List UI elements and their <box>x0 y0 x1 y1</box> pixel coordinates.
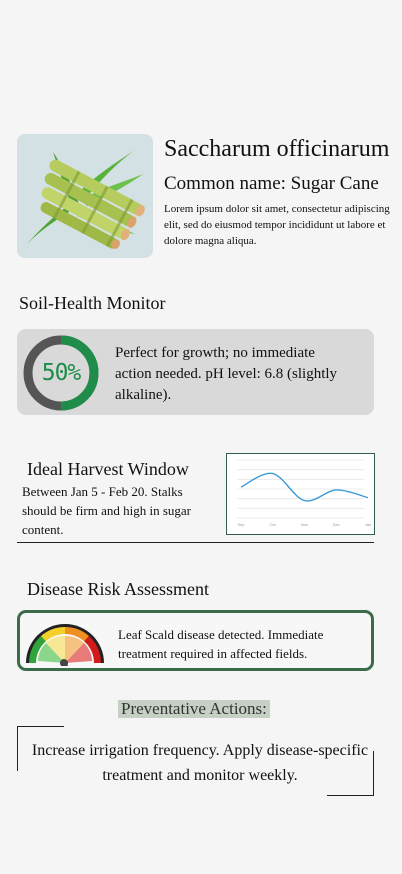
disease-risk-card: Leaf Scald disease detected. Immediate t… <box>17 610 374 671</box>
section-divider <box>17 542 374 543</box>
frame-corner-bottom-right <box>327 751 374 796</box>
chart-x-tick-label: Dec <box>333 522 340 527</box>
disease-risk-heading: Disease Risk Assessment <box>27 579 209 599</box>
disease-risk-message: Leaf Scald disease detected. Immediate t… <box>118 627 324 661</box>
plant-scientific-name: Saccharum officinarum <box>164 136 390 162</box>
preventative-actions-label: Preventative Actions: <box>118 700 270 718</box>
chart-x-tick-label: Sep <box>237 522 245 527</box>
harvest-window-heading: Ideal Harvest Window <box>27 459 189 479</box>
plant-common-name: Common name: Sugar Cane <box>164 173 379 194</box>
preventative-actions-text: Increase irrigation frequency. Apply dis… <box>31 742 369 784</box>
soil-health-card: 50% Perfect for growth; no immediate act… <box>17 329 374 415</box>
chart-x-tick-label: Oct <box>270 522 277 527</box>
harvest-window-description: Between Jan 5 - Feb 20. Stalks should be… <box>22 484 191 537</box>
chart-x-tick-label: Jan <box>365 522 371 527</box>
plant-description: Lorem ipsum dolor sit amet, consectetur … <box>164 203 390 247</box>
risk-gauge-icon <box>26 624 104 666</box>
sugar-cane-image <box>17 134 153 258</box>
frame-corner-top-left <box>17 726 64 771</box>
harvest-chart-svg: Sep Oct Nov Dec Jan <box>237 459 371 527</box>
soil-health-message: Perfect for growth; no immediate action … <box>115 345 338 403</box>
soil-health-percent: 50% <box>41 360 82 386</box>
soil-health-heading: Soil-Health Monitor <box>19 293 166 313</box>
chart-x-tick-label: Nov <box>301 522 308 527</box>
harvest-chart: Sep Oct Nov Dec Jan <box>226 453 375 535</box>
chart-series-line <box>240 472 369 502</box>
soil-health-ring <box>23 335 99 411</box>
